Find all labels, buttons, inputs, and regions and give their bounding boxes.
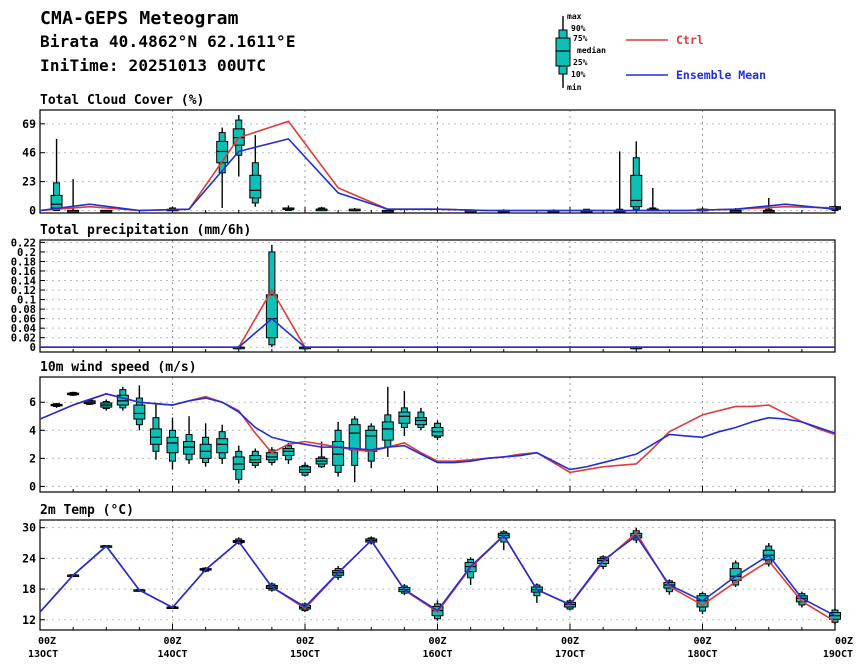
y-tick-label: 0.22 [11, 237, 36, 249]
panel-frame [39, 239, 836, 353]
y-tick-label: 0.06 [11, 314, 36, 326]
box-p25-p75 [348, 424, 361, 451]
y-tick-label: 12 [22, 613, 36, 627]
ensemble-mean-line [39, 534, 836, 617]
x-hour-label: 00Z [163, 636, 181, 647]
y-tick-label: 69 [22, 117, 36, 131]
y-tick-label: 0.18 [11, 256, 36, 268]
legend-box-label: 10% [571, 70, 586, 79]
box-p25-p75 [232, 456, 245, 471]
x-date-label: 15OCT [290, 649, 320, 660]
y-tick-label: 0.16 [11, 266, 36, 278]
y-tick-label: 46 [22, 146, 36, 160]
ensemble-mean-line [39, 137, 836, 212]
legend-mean-label: Ensemble Mean [676, 68, 766, 82]
x-hour-label: 00Z [835, 636, 853, 647]
y-tick-label: 0.12 [11, 285, 36, 297]
init-time-label: IniTime: 20251013 00UTC [40, 56, 267, 75]
legend-box-label: min [567, 82, 582, 92]
x-hour-label: 00Z [428, 636, 446, 647]
y-tick-label: 23 [22, 175, 36, 189]
y-tick-label: 24 [22, 551, 36, 565]
legend-ctrl-label: Ctrl [676, 33, 704, 47]
y-tick-label: 2 [29, 451, 36, 465]
ensemble-mean-line [40, 317, 835, 349]
box-p25-p75 [149, 428, 162, 445]
box-p25-p75 [365, 429, 378, 452]
panel-frame [39, 519, 836, 631]
legend-box-label: 25% [573, 58, 588, 67]
box-p25-p75 [216, 140, 229, 164]
y-tick-label: 0 [30, 342, 36, 354]
x-hour-label: 00Z [561, 636, 579, 647]
meteogram-title: CMA-GEPS Meteogram [40, 8, 239, 29]
x-date-label: 17OCT [555, 649, 585, 660]
x-date-label: 19OCT [823, 649, 853, 660]
x-hour-label: 00Z [38, 636, 56, 647]
y-tick-label: 0 [29, 203, 36, 217]
y-tick-label: 0 [29, 479, 36, 493]
y-tick-label: 6 [29, 395, 36, 409]
box-p25-p75 [166, 436, 179, 454]
y-tick-label: 0.2 [17, 247, 36, 259]
legend-box-label: 90% [571, 24, 586, 33]
y-tick-label: 0.04 [11, 323, 36, 335]
panel-frame [39, 109, 836, 214]
box-p25-p75 [381, 421, 394, 441]
panel-title: 2m Temp (°C) [40, 503, 134, 518]
legend-box-inner [555, 37, 571, 67]
location-label: Birata 40.4862°N 62.1611°E [40, 32, 296, 51]
panel-title: Total Cloud Cover (%) [40, 93, 204, 108]
box-p25-p75 [133, 404, 146, 420]
x-date-label: 14OCT [157, 649, 187, 660]
box-p25-p75 [398, 411, 411, 424]
box-p25-p75 [630, 174, 643, 208]
box-p25-p75 [332, 441, 345, 466]
box-p25-p75 [183, 441, 196, 455]
y-tick-label: 0.02 [11, 333, 36, 345]
ensemble-mean-line [39, 392, 836, 471]
y-tick-label: 0.14 [11, 276, 36, 288]
box-p25-p75 [249, 455, 262, 464]
box-p25-p75 [282, 448, 295, 457]
panel-title: Total precipitation (mm/6h) [40, 223, 251, 238]
panel-title: 10m wind speed (m/s) [40, 360, 197, 375]
y-tick-label: 18 [22, 582, 36, 596]
legend-box-label: median [577, 45, 606, 55]
x-date-label: 16OCT [422, 649, 452, 660]
box-p25-p75 [249, 174, 262, 199]
box-p25-p75 [414, 417, 427, 426]
box-p25-p75 [265, 294, 278, 339]
legend-box-label: 75% [573, 34, 588, 43]
box-p25-p75 [50, 194, 63, 209]
box-p25-p75 [729, 568, 742, 581]
x-hour-label: 00Z [693, 636, 711, 647]
box-p25-p75 [265, 452, 278, 461]
x-date-label: 18OCT [687, 649, 717, 660]
y-tick-label: 0.08 [11, 304, 36, 316]
x-hour-label: 00Z [296, 636, 314, 647]
y-tick-label: 4 [29, 423, 36, 437]
y-tick-label: 0.1 [17, 295, 36, 307]
legend-box-label: max [567, 12, 582, 21]
x-date-label: 13OCT [28, 649, 58, 660]
box-p25-p75 [216, 438, 229, 454]
y-tick-label: 30 [22, 521, 36, 535]
